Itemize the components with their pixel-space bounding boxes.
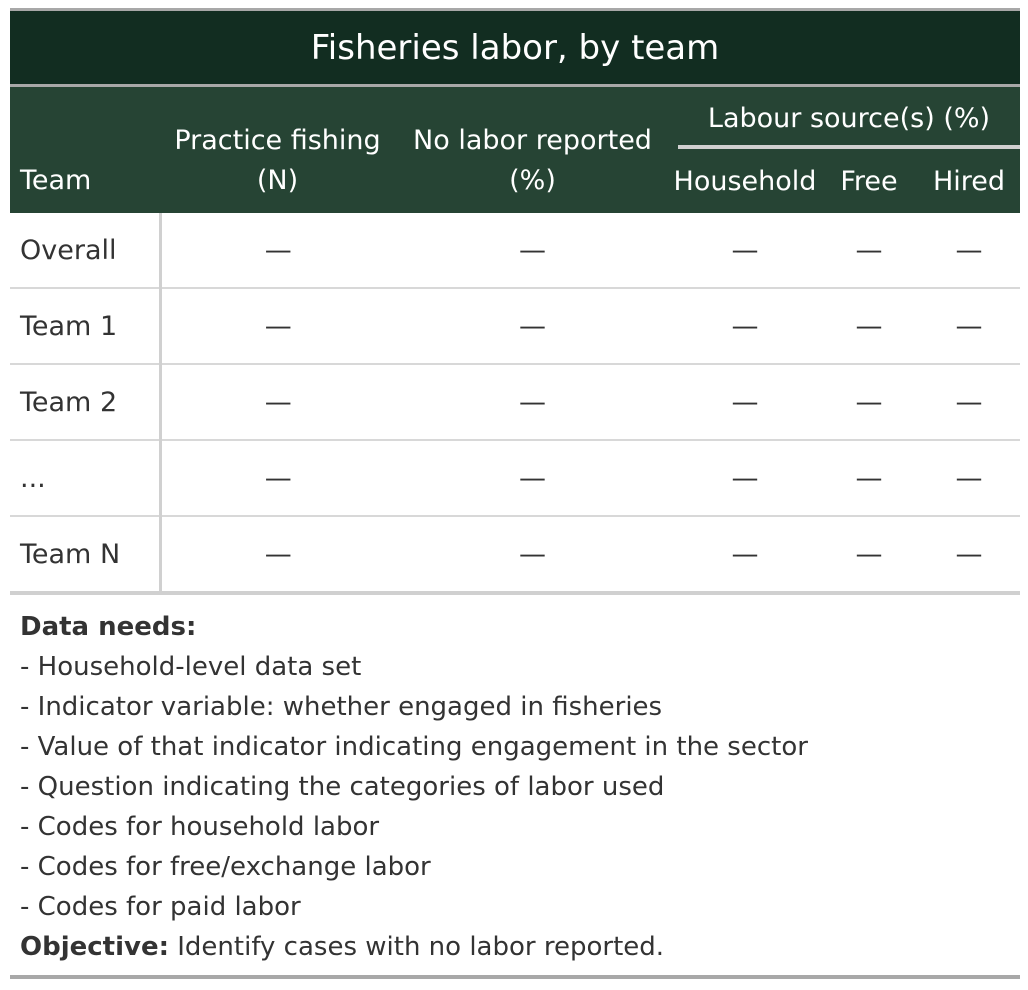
header-practice-line1: Practice fishing (174, 125, 381, 156)
cell-free: — (820, 516, 918, 595)
cell-hired: — (918, 288, 1020, 365)
table-row: Overall — — — — — (10, 213, 1020, 289)
cell-household: — (670, 364, 820, 441)
cell-practice: — (160, 288, 395, 365)
data-need-item: - Value of that indicator indicating eng… (20, 732, 808, 762)
cell-hired: — (918, 213, 1020, 289)
data-need-item: - Codes for household labor (20, 812, 380, 842)
header-team: Team (10, 85, 160, 213)
cell-hired: — (918, 440, 1020, 517)
table-container: Fisheries labor, by team Team Practice f… (10, 8, 1020, 979)
cell-nolabor: — (395, 440, 670, 517)
cell-practice: — (160, 213, 395, 289)
cell-hired: — (918, 516, 1020, 595)
header-practice-line2: (N) (256, 165, 299, 196)
data-need-item: - Household-level data set (20, 652, 362, 682)
table-row: ... — — — — — (10, 440, 1020, 517)
data-need-item: - Codes for free/exchange labor (20, 852, 431, 882)
cell-practice: — (160, 516, 395, 595)
cell-nolabor: — (395, 213, 670, 289)
cell-household: — (670, 288, 820, 365)
cell-household: — (670, 213, 820, 289)
cell-free: — (820, 440, 918, 517)
header-free: Free (820, 151, 918, 213)
table-row: Team 2 — — — — — (10, 364, 1020, 441)
cell-free: — (820, 213, 918, 289)
header-labour-sources-label: Labour source(s) (%) (678, 99, 1020, 149)
objective-text: Identify cases with no labor reported. (169, 932, 665, 962)
header-labour-sources: Labour source(s) (%) (670, 85, 1020, 151)
header-nolabor-line2: (%) (509, 165, 556, 196)
cell-hired: — (918, 364, 1020, 441)
cell-nolabor: — (395, 364, 670, 441)
data-need-item: - Indicator variable: whether engaged in… (20, 692, 663, 722)
table-footnotes: Data needs: - Household-level data set -… (10, 595, 1020, 979)
header-no-labor-reported: No labor reported (%) (395, 85, 670, 213)
header-household: Household (670, 151, 820, 213)
header-hired: Hired (918, 151, 1020, 213)
header-practice-fishing: Practice fishing (N) (160, 85, 395, 213)
row-team-label: Team N (10, 516, 162, 595)
row-team-label: ... (10, 440, 162, 517)
cell-free: — (820, 288, 918, 365)
table-row: Team 1 — — — — — (10, 288, 1020, 365)
cell-household: — (670, 440, 820, 517)
cell-household: — (670, 516, 820, 595)
data-need-item: - Codes for paid labor (20, 892, 301, 922)
objective-label: Objective: (20, 932, 169, 962)
cell-practice: — (160, 364, 395, 441)
fisheries-labor-table: Fisheries labor, by team Team Practice f… (10, 8, 1020, 595)
data-need-item: - Question indicating the categories of … (20, 772, 665, 802)
cell-nolabor: — (395, 288, 670, 365)
row-team-label: Overall (10, 213, 162, 289)
header-nolabor-line1: No labor reported (413, 125, 652, 156)
cell-free: — (820, 364, 918, 441)
objective-line: Objective: Identify cases with no labor … (20, 927, 1010, 967)
cell-practice: — (160, 440, 395, 517)
row-team-label: Team 1 (10, 288, 162, 365)
table-row: Team N — — — — — (10, 516, 1020, 595)
table-title: Fisheries labor, by team (10, 8, 1020, 87)
row-team-label: Team 2 (10, 364, 162, 441)
data-needs-heading: Data needs: (20, 612, 197, 642)
cell-nolabor: — (395, 516, 670, 595)
